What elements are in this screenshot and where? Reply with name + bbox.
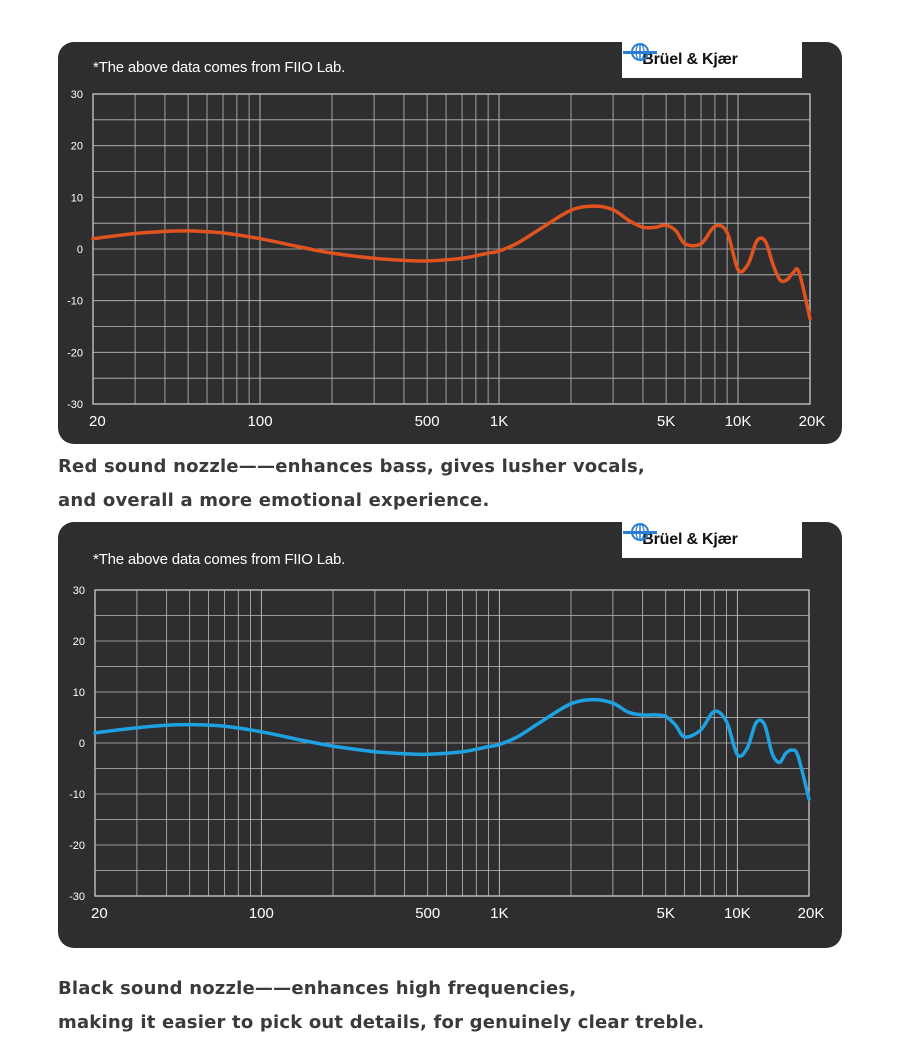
data-source-note: *The above data comes from FIIO Lab. xyxy=(93,551,346,568)
frequency-response-chart-red: 30 20 10 0 -10 -20 -30 20 100 500 1K 5K 10K 20K *The … xyxy=(58,42,842,444)
x-tick-label: 20K xyxy=(798,905,825,922)
x-tick-label: 1K xyxy=(490,413,508,430)
globe-logo-icon xyxy=(623,43,782,70)
y-tick-label: -30 xyxy=(69,891,85,903)
y-tick-label: 30 xyxy=(73,585,85,597)
x-tick-label: 5K xyxy=(657,413,675,430)
brand-name: Brüel & Kjær xyxy=(642,531,738,548)
y-tick-label: 20 xyxy=(73,636,85,648)
brand-badge: Brüel & Kjær xyxy=(622,42,802,78)
frequency-response-curve xyxy=(91,204,812,321)
x-tick-label: 100 xyxy=(248,413,273,430)
frequency-response-chart-black: 30 20 10 0 -10 -20 -30 20 100 500 1K 5K 10K 20K *The … xyxy=(58,522,842,948)
frequency-response-curve xyxy=(93,697,811,801)
y-tick-label: 0 xyxy=(77,244,83,256)
x-tick-label: 100 xyxy=(249,905,274,922)
red-nozzle-caption: Red sound nozzle——enhances bass, gives l… xyxy=(58,450,645,518)
caption-line: making it easier to pick out details, fo… xyxy=(58,1012,705,1033)
y-tick-label: -30 xyxy=(67,399,83,411)
brand-name: Brüel & Kjær xyxy=(642,51,738,68)
y-tick-label: -10 xyxy=(67,296,83,308)
y-tick-label: 30 xyxy=(71,89,83,101)
y-tick-label: 0 xyxy=(79,738,85,750)
brand-badge: Brüel & Kjær xyxy=(622,522,802,558)
caption-line: Black sound nozzle——enhances high freque… xyxy=(58,978,577,999)
y-tick-label: -20 xyxy=(67,347,83,359)
y-tick-label: -10 xyxy=(69,789,85,801)
x-tick-label: 10K xyxy=(724,905,751,922)
y-tick-label: 10 xyxy=(71,192,83,204)
y-tick-label: -20 xyxy=(69,840,85,852)
x-tick-label: 20 xyxy=(91,905,108,922)
x-tick-label: 500 xyxy=(415,905,440,922)
x-tick-label: 500 xyxy=(415,413,440,430)
y-tick-label: 10 xyxy=(73,687,85,699)
caption-line: and overall a more emotional experience. xyxy=(58,490,490,511)
x-tick-label: 5K xyxy=(657,905,675,922)
data-source-note: *The above data comes from FIIO Lab. xyxy=(93,59,346,76)
x-tick-label: 10K xyxy=(725,413,752,430)
x-tick-label: 20 xyxy=(89,413,106,430)
caption-line: Red sound nozzle——enhances bass, gives l… xyxy=(58,456,645,477)
y-tick-label: 20 xyxy=(71,141,83,153)
globe-logo-icon xyxy=(623,523,782,550)
x-tick-label: 20K xyxy=(799,413,826,430)
x-tick-label: 1K xyxy=(490,905,508,922)
black-nozzle-caption: Black sound nozzle——enhances high freque… xyxy=(58,972,704,1040)
